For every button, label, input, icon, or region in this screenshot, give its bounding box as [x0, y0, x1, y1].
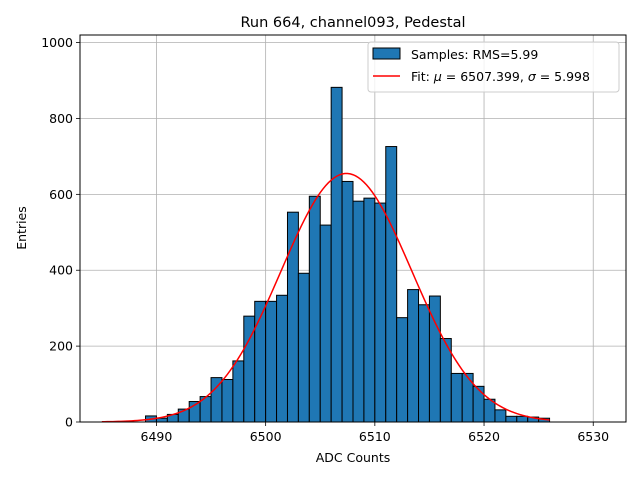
- histogram-bar: [450, 372, 463, 423]
- y-tick-label: 1000: [41, 35, 73, 50]
- histogram-bar: [308, 195, 321, 423]
- x-tick-label: 6510: [359, 429, 391, 444]
- histogram-bar: [265, 300, 278, 423]
- histogram-bar: [407, 289, 420, 423]
- y-tick-label: 800: [49, 111, 73, 126]
- histogram-bar: [494, 409, 507, 423]
- histogram-bar: [341, 180, 354, 423]
- legend-samples-label: Samples: RMS=5.99: [411, 47, 538, 62]
- histogram-bar: [330, 86, 343, 423]
- axis-ticks: 6490 6500 6510 6520 6530 0 200 400 600 800 1000: [41, 35, 609, 444]
- legend: Samples: RMS=5.99 Fit: μ = 6507.399, σ =…: [367, 41, 620, 93]
- legend-fit-prefix: Fit:: [411, 69, 434, 84]
- fit-curve: [101, 172, 550, 423]
- legend-mu-value: = 6507.399,: [442, 69, 528, 84]
- y-tick-label: 0: [65, 415, 73, 430]
- histogram-bar: [352, 200, 365, 423]
- histogram-bar: [505, 415, 518, 423]
- histogram-bar: [385, 146, 398, 423]
- legend-box: [367, 41, 620, 93]
- legend-sigma-symbol: σ: [528, 69, 537, 84]
- y-axis-label: Entries: [14, 206, 29, 250]
- histogram-bar: [319, 224, 332, 423]
- y-tick-label: 400: [49, 263, 73, 278]
- histogram-bar: [254, 300, 267, 423]
- histogram-bar: [210, 377, 223, 423]
- legend-sigma-value: = 5.998: [536, 69, 590, 84]
- y-tick-label: 600: [49, 187, 73, 202]
- histogram-bar: [221, 379, 234, 423]
- histogram-bar: [516, 415, 529, 423]
- histogram-bar: [472, 385, 485, 423]
- histogram-bar: [232, 360, 245, 423]
- legend-fit-label: Fit: μ = 6507.399, σ = 5.998: [411, 69, 590, 84]
- axes-frame: [79, 34, 627, 423]
- x-axis-label: ADC Counts: [316, 450, 391, 465]
- histogram-bar: [374, 202, 387, 423]
- x-tick-label: 6490: [141, 429, 173, 444]
- histogram-bar: [363, 197, 376, 423]
- legend-samples-swatch: [372, 47, 401, 60]
- x-tick-label: 6500: [250, 429, 282, 444]
- histogram-bar: [418, 304, 430, 423]
- y-tick-label: 200: [49, 339, 73, 354]
- legend-mu-symbol: μ: [433, 69, 442, 84]
- histogram-bar: [396, 317, 409, 423]
- fit-curve-group: [101, 172, 550, 423]
- x-tick-label: 6530: [577, 429, 609, 444]
- x-tick-label: 6520: [468, 429, 500, 444]
- histogram-bar: [297, 272, 310, 423]
- chart-title: Run 664, channel093, Pedestal: [240, 15, 465, 31]
- histogram-bar: [276, 294, 288, 423]
